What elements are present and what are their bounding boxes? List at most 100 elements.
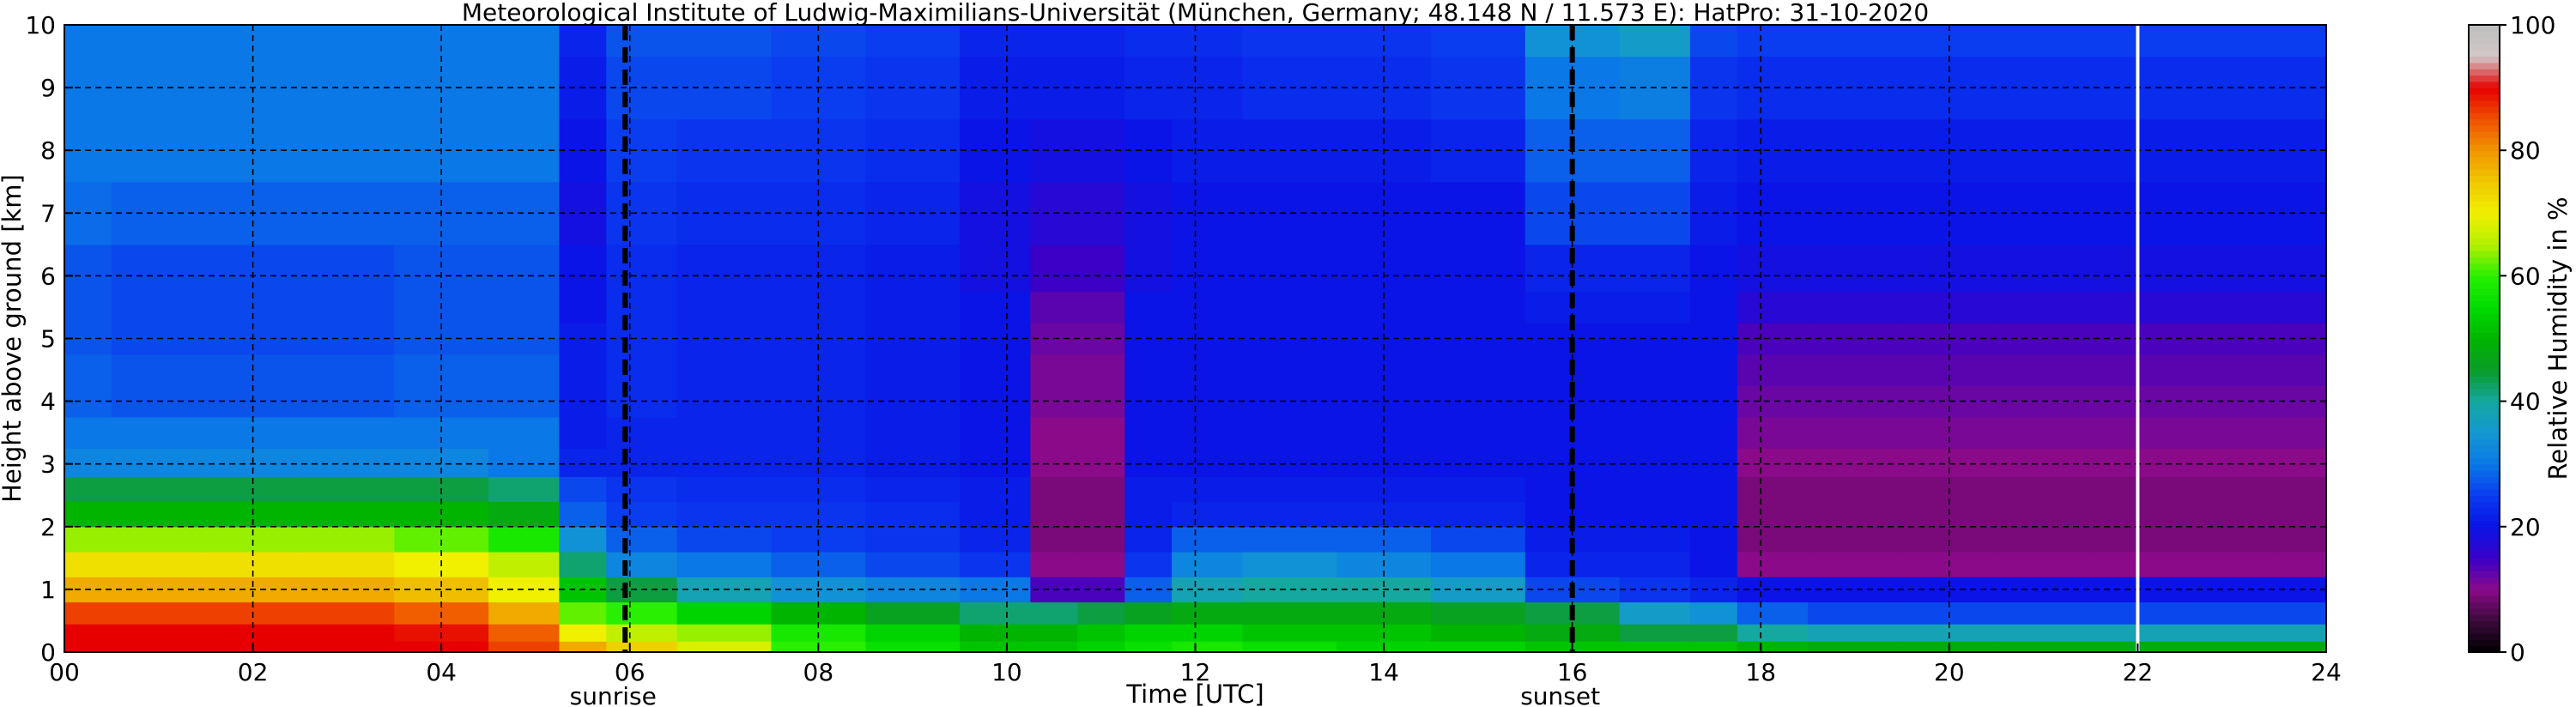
humidity-cell — [1431, 291, 1526, 323]
humidity-cell — [1030, 25, 1078, 57]
humidity-cell — [1077, 624, 1125, 642]
colorbar-segment — [2469, 251, 2500, 258]
humidity-cell — [64, 291, 112, 323]
humidity-cell — [1619, 601, 1691, 625]
humidity-cell — [1619, 624, 1691, 642]
humidity-cell — [1689, 291, 1738, 323]
humidity-cell — [676, 624, 772, 642]
humidity-cell — [1737, 526, 1809, 553]
humidity-cell — [1737, 291, 1809, 323]
humidity-cell — [865, 552, 961, 577]
humidity-cell — [2185, 552, 2280, 577]
colorbar-segment — [2469, 607, 2500, 615]
humidity-cell — [1242, 354, 1337, 386]
humidity-cell — [111, 501, 207, 528]
colorbar-segment — [2469, 344, 2500, 352]
sunrise-label: sunrise — [570, 682, 657, 707]
humidity-cell — [1030, 601, 1078, 625]
x-tick-label: 08 — [803, 658, 834, 686]
colorbar-tick-label: 40 — [2510, 388, 2541, 416]
humidity-cell — [394, 416, 489, 449]
humidity-cell — [1619, 291, 1691, 323]
colorbar-segment — [2469, 200, 2500, 208]
humidity-cell — [2185, 416, 2280, 449]
colorbar-segment — [2469, 213, 2500, 221]
humidity-cell — [1689, 25, 1738, 57]
humidity-cell — [865, 641, 961, 653]
humidity-cell — [865, 501, 961, 528]
colorbar-segment — [2469, 257, 2500, 264]
colorbar-segment — [2469, 476, 2500, 484]
x-tick-label: 20 — [1934, 658, 1965, 686]
colorbar-segment — [2469, 539, 2500, 547]
humidity-cell — [488, 641, 560, 653]
humidity-cell — [1737, 25, 1809, 57]
humidity-cell — [2279, 291, 2327, 323]
humidity-cell — [300, 601, 395, 625]
humidity-cell — [1431, 526, 1526, 553]
humidity-cell — [111, 476, 207, 503]
colorbar-segment — [2469, 620, 2500, 628]
colorbar-segment — [2469, 150, 2500, 158]
humidity-cell — [1242, 244, 1337, 293]
colorbar-segment — [2469, 50, 2500, 57]
humidity-cell — [606, 354, 678, 386]
humidity-cell — [1619, 354, 1691, 386]
colorbar-segment — [2469, 288, 2500, 295]
x-tick-label: 02 — [238, 658, 269, 686]
humidity-cell — [1808, 244, 1903, 293]
humidity-cell — [1996, 526, 2092, 553]
humidity-cell — [559, 624, 607, 642]
humidity-cell — [676, 552, 772, 577]
humidity-cell — [1996, 624, 2092, 642]
colorbar-segment — [2469, 370, 2500, 377]
humidity-cell — [1737, 601, 1809, 625]
humidity-cell — [300, 25, 395, 57]
humidity-cell — [300, 354, 395, 386]
humidity-cell — [1077, 448, 1125, 477]
humidity-cell — [1077, 476, 1125, 503]
humidity-cell — [1030, 244, 1078, 293]
humidity-cell — [865, 624, 961, 642]
humidity-cell — [2279, 416, 2327, 449]
humidity-cell — [1996, 601, 2092, 625]
humidity-cell — [1242, 448, 1337, 477]
colorbar-segment — [2469, 414, 2500, 421]
humidity-cell — [1808, 56, 1903, 120]
humidity-cell — [865, 416, 961, 449]
humidity-cell — [1808, 118, 1903, 183]
humidity-cell — [676, 354, 772, 386]
humidity-cell — [1077, 601, 1125, 625]
humidity-cell — [1124, 641, 1173, 653]
colorbar-segment — [2469, 263, 2500, 270]
humidity-cell — [1737, 501, 1809, 528]
colorbar-segment — [2469, 571, 2500, 577]
humidity-cell — [2185, 526, 2280, 553]
humidity-cell — [2185, 476, 2280, 503]
x-tick-label: 12 — [1180, 658, 1211, 686]
colorbar-segment — [2469, 319, 2500, 327]
humidity-cell — [1030, 448, 1078, 477]
x-tick-label: 24 — [2311, 658, 2342, 686]
colorbar-segment — [2469, 389, 2500, 396]
humidity-cell — [2279, 354, 2327, 386]
colorbar-segment — [2469, 325, 2500, 333]
humidity-cell — [1172, 601, 1243, 625]
humidity-cell — [111, 25, 207, 57]
humidity-cell — [1431, 601, 1526, 625]
colorbar-segment — [2469, 577, 2500, 584]
colorbar-segment — [2469, 194, 2500, 202]
humidity-cell — [1619, 641, 1691, 653]
humidity-cell — [676, 501, 772, 528]
humidity-cell — [2185, 624, 2280, 642]
colorbar-tick-label: 100 — [2510, 11, 2555, 39]
colorbar-segment — [2469, 407, 2500, 414]
humidity-cell — [1808, 448, 1903, 477]
humidity-cell — [300, 448, 395, 477]
humidity-cell — [1996, 25, 2092, 57]
colorbar-segment — [2469, 514, 2500, 522]
colorbar-segment — [2469, 162, 2500, 170]
y-tick-label: 0 — [40, 638, 56, 667]
humidity-cell — [1619, 526, 1691, 553]
